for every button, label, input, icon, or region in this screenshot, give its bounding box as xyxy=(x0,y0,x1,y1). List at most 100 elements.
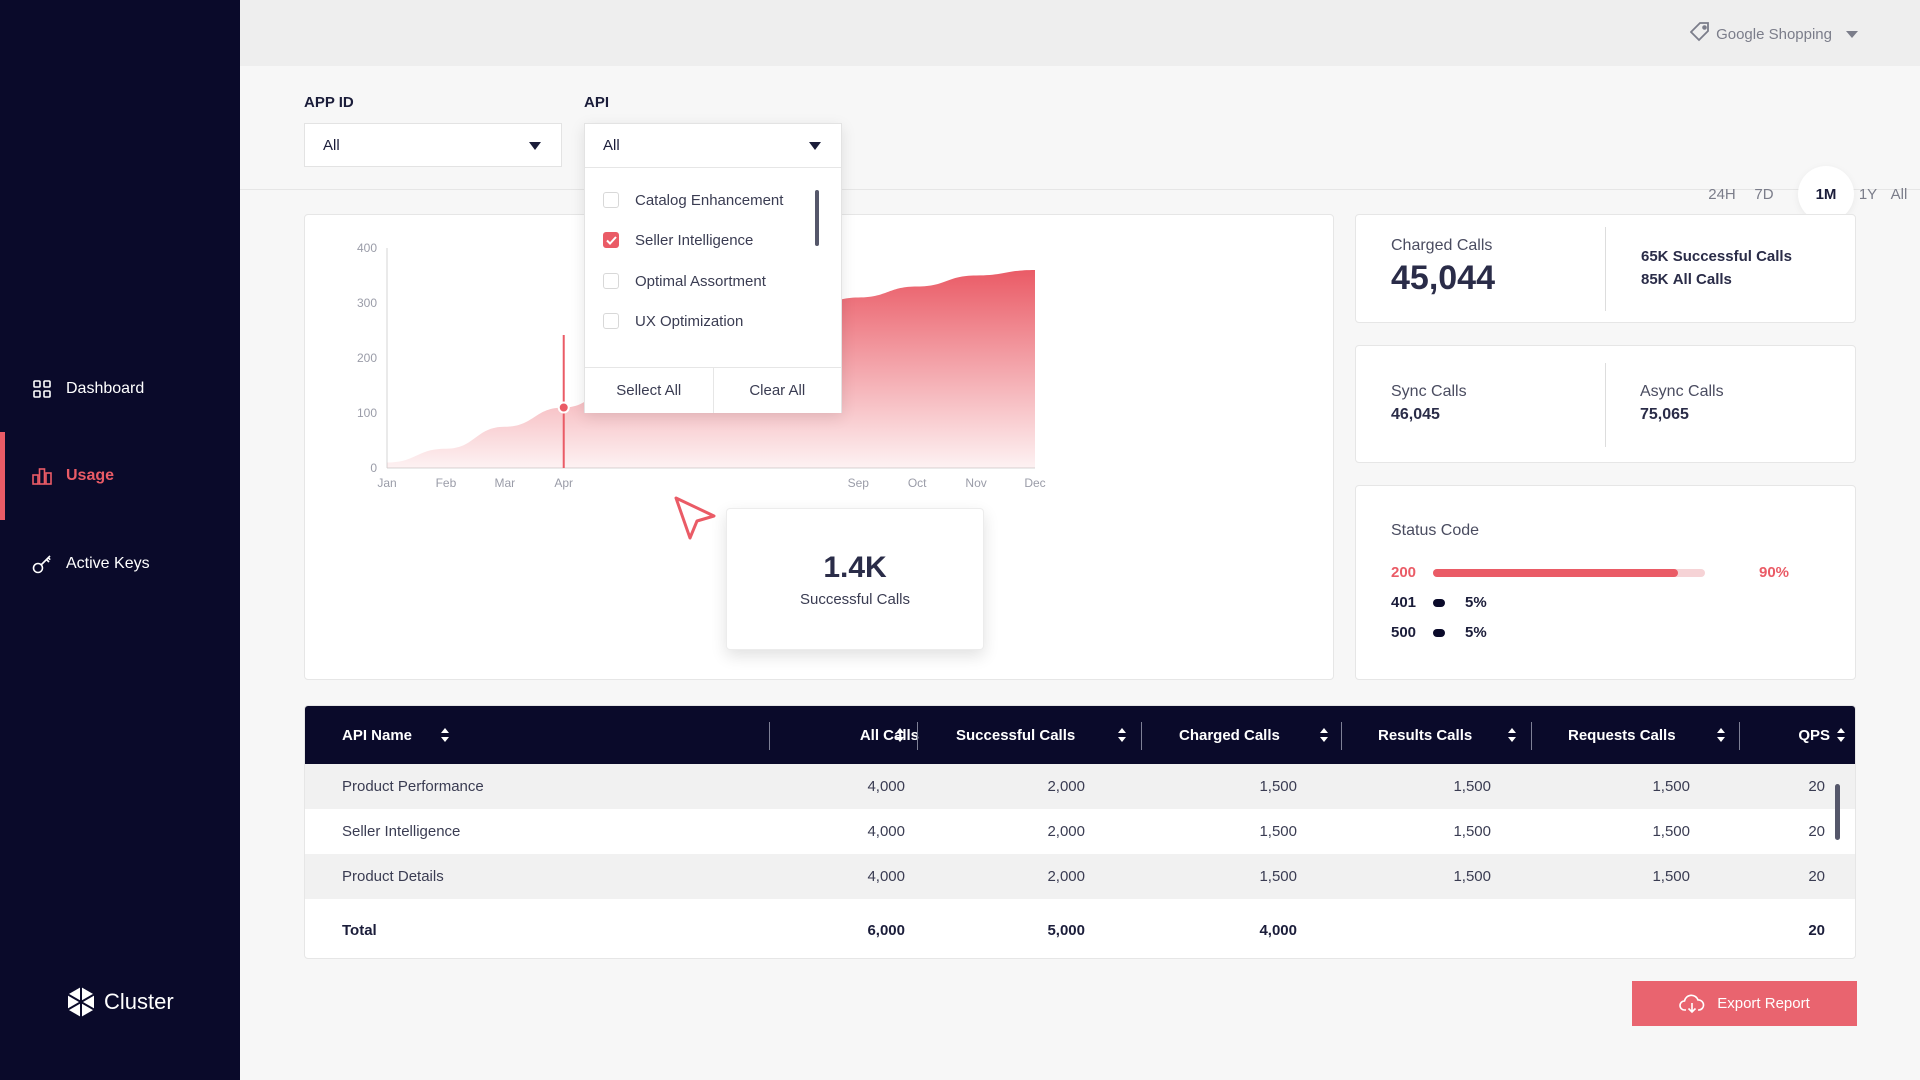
col-api-name[interactable]: API Name xyxy=(342,706,412,764)
table-row[interactable]: Product Performance 4,000 2,000 1,500 1,… xyxy=(305,764,1855,809)
table-row[interactable]: Seller Intelligence 4,000 2,000 1,500 1,… xyxy=(305,809,1855,854)
status-code: 200 xyxy=(1391,564,1417,581)
col-qps[interactable]: QPS xyxy=(1778,706,1830,764)
y-tick-label: 300 xyxy=(357,296,377,310)
status-bar-fill xyxy=(1433,568,1678,577)
charged-calls-label: Charged Calls xyxy=(1391,237,1493,254)
api-option-label: Catalog Enhancement xyxy=(635,191,784,209)
y-tick-label: 0 xyxy=(370,461,377,475)
chart-tooltip: 1.4K Successful Calls xyxy=(726,508,984,650)
range-all[interactable]: All xyxy=(1890,185,1908,203)
sort-icon[interactable] xyxy=(1837,728,1845,742)
filter-bar: APP ID All API 24H 7D 1M 1Y All xyxy=(240,66,1920,222)
api-option-optimal-assortment[interactable]: Optimal Assortment xyxy=(603,269,766,293)
status-percent: 5% xyxy=(1465,594,1487,611)
cell-all-calls: 4,000 xyxy=(867,778,905,795)
sort-icon[interactable] xyxy=(1508,728,1516,742)
col-requests-calls[interactable]: Requests Calls xyxy=(1568,706,1676,764)
checkbox[interactable] xyxy=(603,273,619,289)
sidebar-item-usage[interactable]: Usage xyxy=(0,432,240,520)
status-percent: 5% xyxy=(1465,624,1487,641)
x-tick-label: Feb xyxy=(436,476,457,490)
sync-calls-label: Sync Calls xyxy=(1391,383,1467,400)
divider xyxy=(1605,227,1606,311)
api-select[interactable]: All xyxy=(585,124,841,168)
cell-all-calls: 4,000 xyxy=(867,823,905,840)
status-code: 401 xyxy=(1391,594,1417,611)
range-1m[interactable]: 1M xyxy=(1798,166,1854,222)
api-option-catalog-enhancement[interactable]: Catalog Enhancement xyxy=(603,188,783,212)
async-calls-value: 75,065 xyxy=(1640,406,1689,423)
select-all-button[interactable]: Sellect All xyxy=(585,368,713,413)
api-label: API xyxy=(584,94,610,111)
cell-charged-calls: 1,500 xyxy=(1259,778,1297,795)
x-tick-label: Mar xyxy=(494,476,515,490)
sort-icon[interactable] xyxy=(1118,728,1126,742)
range-7d[interactable]: 7D xyxy=(1754,185,1774,203)
dropdown-footer: Sellect All Clear All xyxy=(585,367,841,413)
cell-qps: 20 xyxy=(1808,868,1825,885)
status-row-200: 200 90% xyxy=(1391,564,1789,581)
api-dropdown: All Catalog Enhancement Seller Intellige… xyxy=(584,123,842,413)
status-bar xyxy=(1433,598,1705,607)
range-1y[interactable]: 1Y xyxy=(1858,185,1878,203)
divider xyxy=(769,722,770,750)
divider xyxy=(1141,722,1142,750)
store-select[interactable]: Google Shopping xyxy=(1689,22,1858,46)
sort-icon[interactable] xyxy=(1320,728,1328,742)
api-option-ux-optimization[interactable]: UX Optimization xyxy=(603,309,743,333)
sidebar-item-active-keys[interactable]: Active Keys xyxy=(0,520,240,608)
tooltip-label: Successful Calls xyxy=(799,591,911,608)
app-id-value: All xyxy=(323,136,340,154)
status-bar-fill xyxy=(1433,628,1445,637)
x-tick-label: Apr xyxy=(554,476,573,490)
range-24h[interactable]: 24H xyxy=(1708,185,1736,203)
status-code-card: Status Code 200 90% 401 5% 500 5% xyxy=(1355,485,1856,680)
grid-icon xyxy=(32,379,52,399)
sort-icon[interactable] xyxy=(1717,728,1725,742)
checkbox-checked[interactable] xyxy=(603,232,619,248)
clear-all-button[interactable]: Clear All xyxy=(712,368,841,413)
checkbox[interactable] xyxy=(603,313,619,329)
topbar: Google Shopping xyxy=(240,0,1920,66)
api-option-seller-intelligence[interactable]: Seller Intelligence xyxy=(603,228,753,252)
sidebar-item-label: Active Keys xyxy=(66,555,150,572)
api-usage-table: API Name All Calls Successful Calls Char… xyxy=(304,705,1856,959)
sort-icon[interactable] xyxy=(441,728,449,742)
status-percent: 90% xyxy=(1759,564,1790,581)
status-row-401: 401 5% xyxy=(1391,594,1487,611)
dropdown-scrollbar[interactable] xyxy=(815,190,819,246)
table-scrollbar[interactable] xyxy=(1835,784,1840,840)
col-charged-calls[interactable]: Charged Calls xyxy=(1179,706,1280,764)
table-total-row: Total 6,000 5,000 4,000 20 xyxy=(305,908,1855,953)
cell-successful-calls: 2,000 xyxy=(1047,823,1085,840)
col-all-calls[interactable]: All Calls xyxy=(809,706,919,764)
sidebar-item-dashboard[interactable]: Dashboard xyxy=(0,345,240,433)
table-row[interactable]: Product Details 4,000 2,000 1,500 1,500 … xyxy=(305,854,1855,899)
cell-qps: 20 xyxy=(1808,778,1825,795)
tooltip-value: 1.4K xyxy=(823,551,887,584)
chevron-down-icon xyxy=(1846,30,1858,38)
cell-charged-calls: 1,500 xyxy=(1259,868,1297,885)
sidebar-item-label: Usage xyxy=(66,467,115,484)
cell-qps: 20 xyxy=(1808,823,1825,840)
divider xyxy=(1341,722,1342,750)
cloud-download-icon xyxy=(1679,994,1705,1013)
sort-icon[interactable] xyxy=(896,728,904,742)
col-label: API Name xyxy=(342,726,413,744)
y-tick-label: 400 xyxy=(357,241,377,255)
col-successful-calls[interactable]: Successful Calls xyxy=(956,706,1075,764)
all-calls-label: All Calls xyxy=(1672,271,1732,288)
app-id-label: APP ID xyxy=(304,94,354,111)
app-id-select[interactable]: All xyxy=(304,123,562,167)
cell-api-name: Product Performance xyxy=(342,778,484,795)
export-report-button[interactable]: Export Report xyxy=(1632,981,1857,1026)
x-tick-label: Jan xyxy=(377,476,396,490)
successful-calls-label: Successful Calls xyxy=(1672,248,1792,265)
cell-api-name: Product Details xyxy=(342,868,444,885)
cell-charged-calls: 4,000 xyxy=(1259,922,1297,939)
checkbox[interactable] xyxy=(603,192,619,208)
col-results-calls[interactable]: Results Calls xyxy=(1378,706,1472,764)
divider xyxy=(917,722,918,750)
sync-calls-value: 46,045 xyxy=(1391,406,1440,423)
